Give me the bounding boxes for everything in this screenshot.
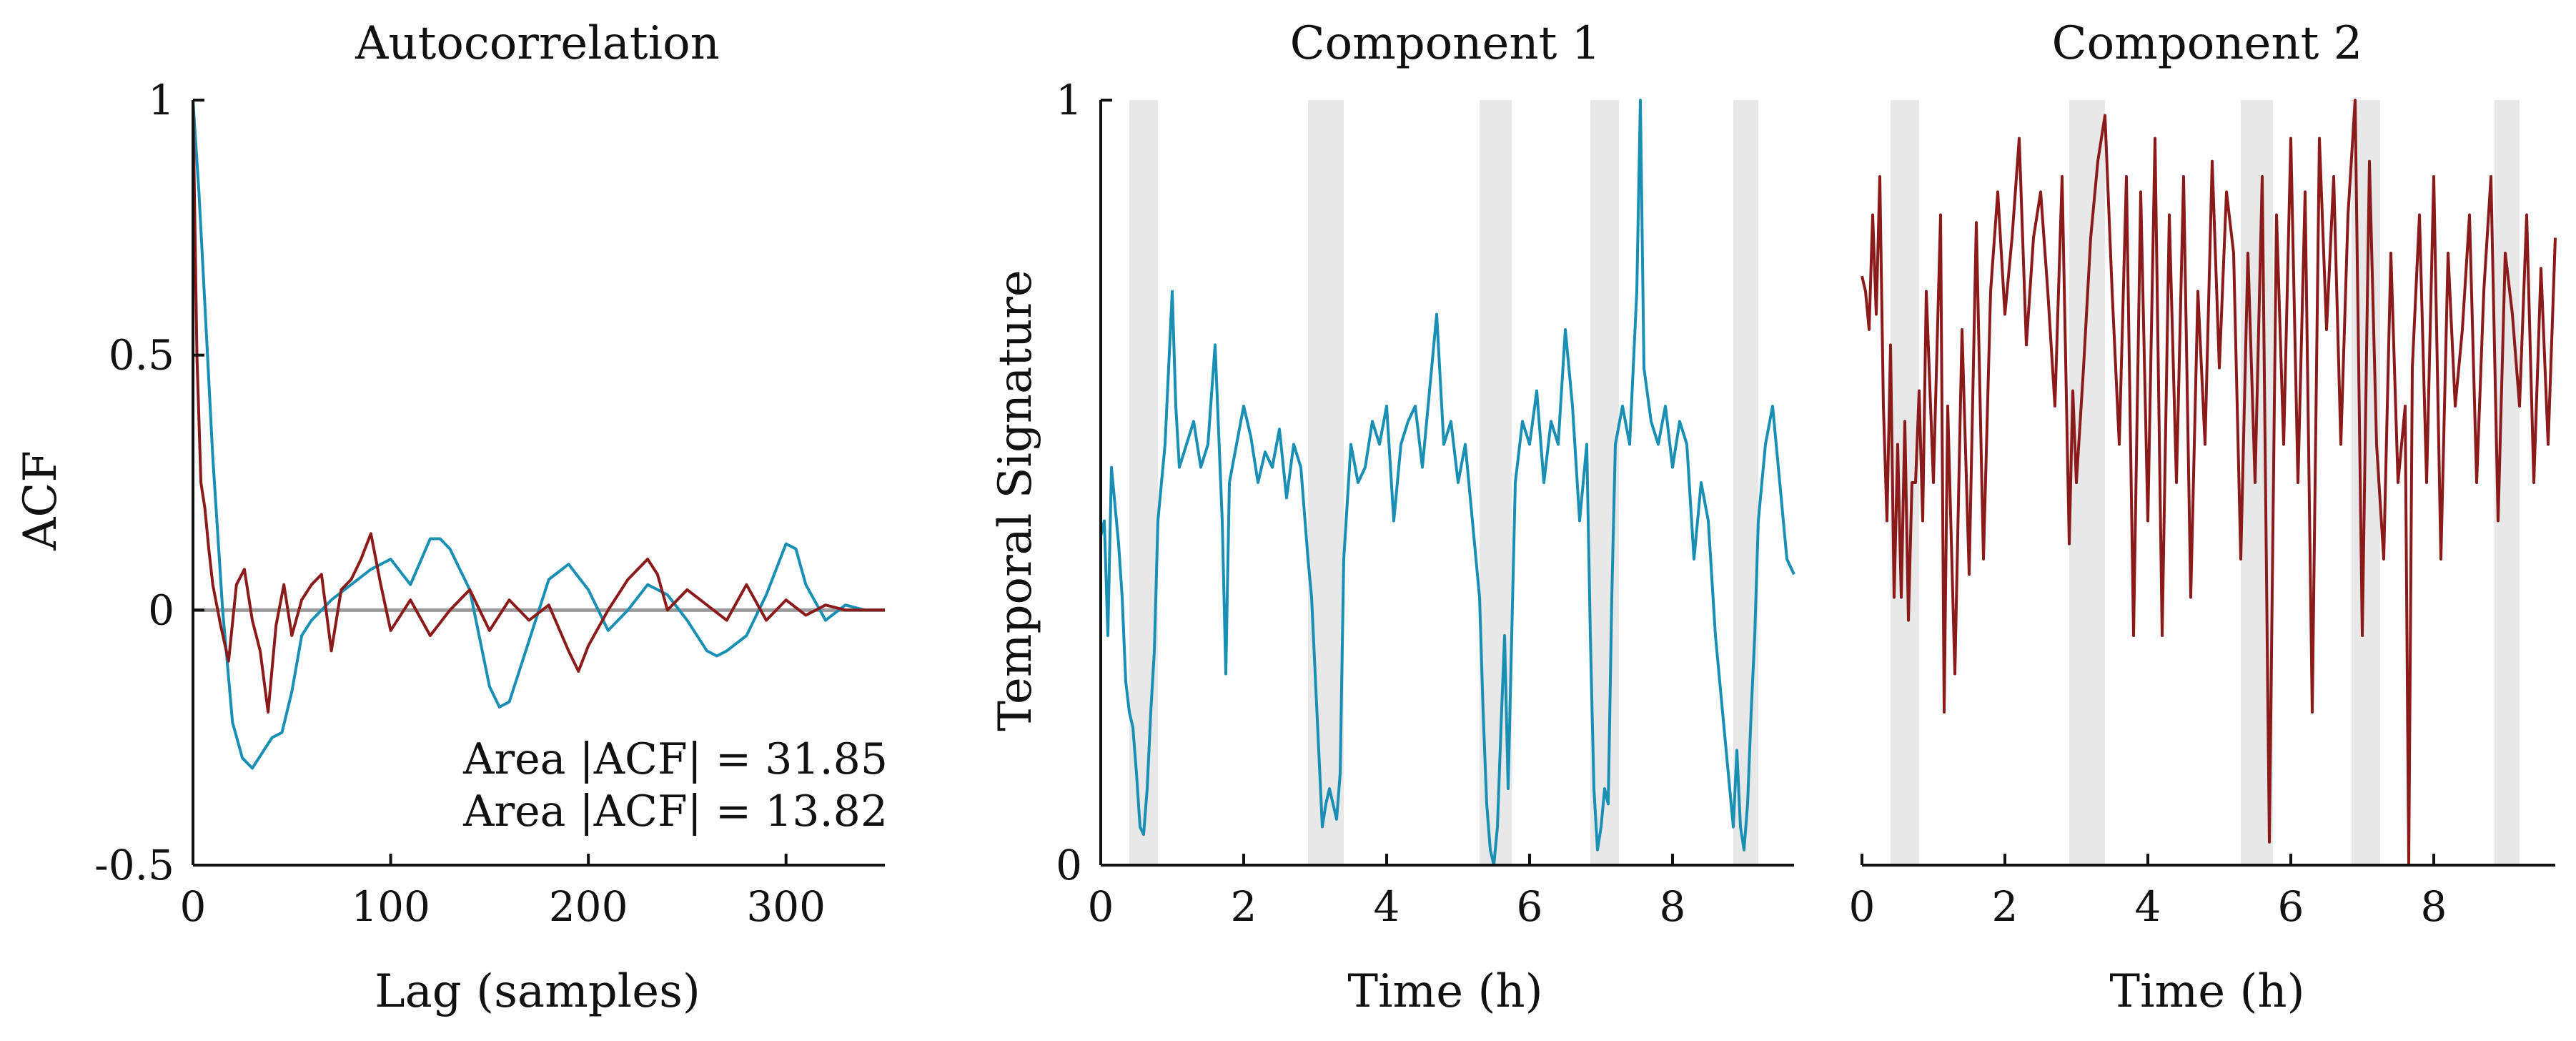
x-tick-label: 0 (1849, 882, 1876, 931)
x-tick-label: 200 (549, 882, 628, 931)
panel-title: Component 2 (2052, 17, 2363, 70)
shaded-interval-2 (2069, 100, 2105, 865)
series-line-1 (192, 99, 885, 770)
panel-title: Autocorrelation (355, 17, 720, 70)
x-tick-label: 0 (180, 882, 207, 931)
x-tick-label: 2 (1231, 882, 1257, 931)
x-axis-label: Time (h) (1347, 965, 1542, 1018)
annotation-area-component-2: Area |ACF| = 13.82 (462, 786, 888, 837)
y-tick-label: 0.5 (109, 331, 174, 380)
x-tick-label: 6 (2278, 882, 2304, 931)
panel-title: Component 1 (1290, 17, 1601, 70)
series-line-2 (192, 99, 885, 714)
y-axis-label: ACF (14, 450, 67, 551)
x-tick-label: 4 (2135, 882, 2161, 931)
x-axis-label: Lag (samples) (375, 965, 700, 1018)
y-tick-label: 0 (148, 586, 174, 634)
x-axis-label: Time (h) (2109, 965, 2304, 1018)
x-tick-label: 6 (1517, 882, 1543, 931)
x-tick-label: 2 (1992, 882, 2018, 931)
y-tick-label: 0 (1056, 841, 1082, 889)
series-line-1 (1861, 99, 2557, 867)
x-tick-label: 0 (1088, 882, 1114, 931)
panel-component-1: Component 1 Time (h) Temporal Signature … (989, 17, 1795, 1018)
panel-component-2: Component 2 Time (h) 0 2 4 6 8 (1849, 17, 2557, 1018)
shaded-interval-5 (1733, 100, 1758, 865)
y-axis-label: Temporal Signature (989, 270, 1042, 731)
series-line-1 (1099, 99, 1795, 867)
y-tick-label: 1 (148, 76, 174, 124)
y-tick-label: -0.5 (94, 841, 174, 889)
x-tick-label: 8 (2421, 882, 2447, 931)
shaded-interval-2 (1308, 100, 1344, 865)
y-tick-label: 1 (1056, 76, 1082, 124)
x-tick-label: 100 (351, 882, 430, 931)
x-tick-label: 8 (1660, 882, 1686, 931)
panel-autocorrelation: Autocorrelation Lag (samples) ACF Area |… (14, 17, 888, 1018)
x-tick-label: 300 (746, 882, 826, 931)
x-tick-label: 4 (1374, 882, 1400, 931)
annotation-area-component-1: Area |ACF| = 31.85 (462, 734, 888, 784)
